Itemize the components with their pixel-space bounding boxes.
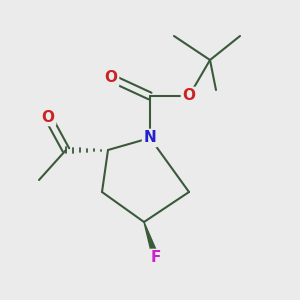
- Text: O: O: [182, 88, 196, 104]
- Text: F: F: [151, 250, 161, 266]
- Text: N: N: [144, 130, 156, 146]
- Polygon shape: [144, 222, 159, 259]
- Text: O: O: [41, 110, 55, 124]
- Text: O: O: [104, 70, 118, 86]
